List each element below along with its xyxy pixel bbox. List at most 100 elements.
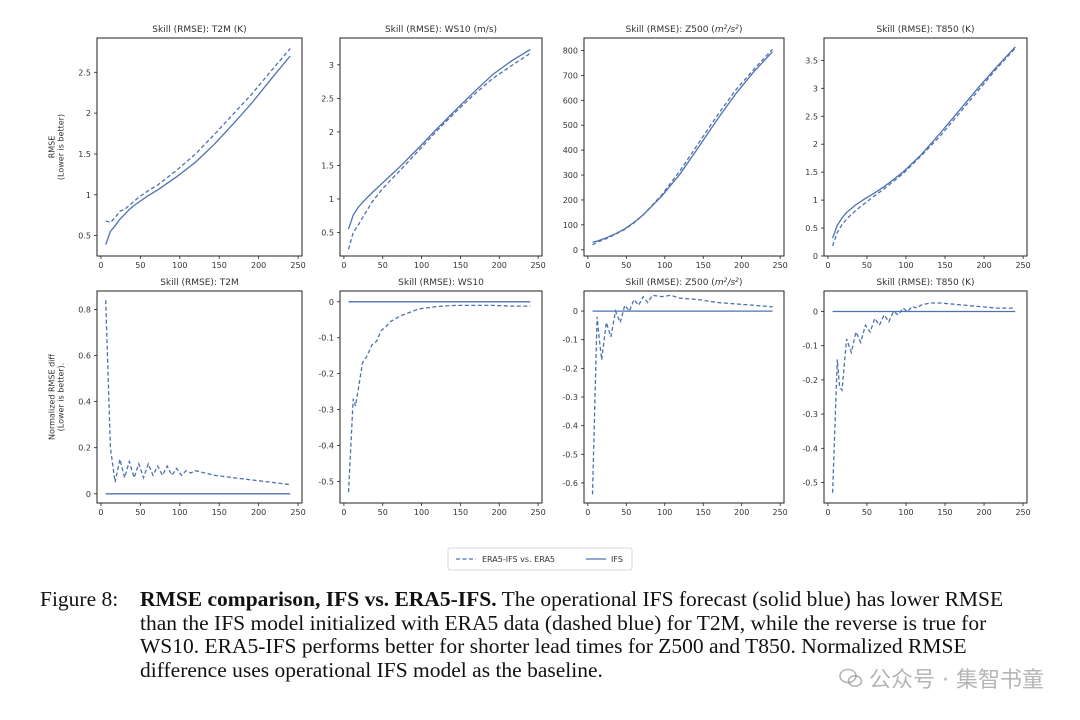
y-tick-label: -0.5: [318, 477, 334, 486]
panel-8: Skill (RMSE): T850 (K) 0 50 100 150 200 250 0 -0…: [802, 278, 1030, 517]
x-tick-label: 150: [696, 261, 711, 270]
y-tick-label: 3: [329, 61, 334, 70]
series-ifs-line: [831, 46, 1016, 239]
y-tick-label: -0.3: [802, 410, 818, 419]
y-tick-label: -0.4: [802, 444, 818, 453]
x-tick-label: 250: [773, 261, 788, 270]
wechat-icon: [839, 668, 863, 688]
x-tick-label: 150: [212, 261, 227, 270]
x-tick-label: 100: [657, 508, 672, 517]
y-axis-label: RMSE(Lower is better): [48, 114, 66, 180]
y-tick-label: 2: [86, 109, 91, 118]
y-tick-label: 0: [573, 307, 578, 316]
y-tick-label: -0.2: [802, 376, 818, 385]
x-tick-label: 250: [530, 508, 545, 517]
x-tick-label: 100: [172, 508, 187, 517]
plot-frame: [339, 290, 543, 504]
panel-7: Skill (RMSE): Z500 (m2/s2) 0 50 100 150 200 25…: [562, 277, 787, 517]
x-tick-label: 250: [1015, 261, 1030, 270]
x-tick-label: 50: [378, 261, 388, 270]
y-tick-label: 0: [329, 298, 334, 307]
series-ifs-line: [105, 55, 291, 245]
y-tick-label: 1.5: [321, 161, 334, 170]
x-tick-label: 200: [734, 261, 749, 270]
y-tick-label: 500: [563, 121, 578, 130]
x-tick-label: 150: [937, 261, 952, 270]
caption-body: RMSE comparison, IFS vs. ERA5-IFS. The o…: [140, 587, 1045, 682]
series-era5-ifs-line: [831, 47, 1016, 247]
legend: ERA5-IFS vs. ERA5 IFS: [447, 547, 633, 571]
series-era5-ifs-line: [105, 300, 291, 486]
x-tick-label: 200: [251, 508, 266, 517]
x-tick-label: 150: [453, 261, 468, 270]
y-tick-label: 2.5: [805, 112, 818, 121]
y-tick-label: 1: [86, 191, 91, 200]
y-tick-label: -0.2: [562, 364, 578, 373]
y-tick-label: 0.6: [78, 352, 91, 361]
panel-title: Skill (RMSE): T2M (K): [152, 25, 246, 35]
y-tick-label: 0.5: [78, 232, 91, 241]
panel-title: Skill (RMSE): T850 (K): [876, 278, 974, 288]
x-tick-label: 100: [898, 261, 913, 270]
y-tick-label: 0: [86, 490, 91, 499]
panel-4: Skill (RMSE): T850 (K) 0 50 100 150 200 250 0 0.…: [805, 25, 1030, 270]
x-tick-label: 100: [657, 261, 672, 270]
panel-title: Skill (RMSE): T2M: [160, 278, 239, 288]
plot-frame: [823, 290, 1028, 504]
x-tick-label: 50: [621, 261, 631, 270]
y-axis-label: Normalized RMSE diff(Lower is better).: [48, 354, 66, 440]
x-tick-label: 200: [976, 261, 991, 270]
x-tick-label: 250: [773, 508, 788, 517]
series-ifs-line: [347, 48, 531, 230]
legend-solid-label: IFS: [611, 555, 623, 564]
caption-label: Figure 8:: [40, 587, 119, 611]
series-era5-ifs-line: [831, 302, 1016, 493]
y-tick-label: 0.5: [321, 229, 334, 238]
x-tick-label: 50: [862, 508, 872, 517]
y-tick-label: 600: [563, 96, 578, 105]
y-tick-label: -0.1: [562, 336, 578, 345]
x-tick-label: 50: [135, 261, 145, 270]
plot-frame: [583, 37, 785, 257]
x-tick-label: 0: [98, 508, 103, 517]
x-tick-label: 200: [976, 508, 991, 517]
panel-1: Skill (RMSE): T2M (K) 0 50 100 150 200 250 0.5 1…: [48, 25, 306, 270]
panel-6: Skill (RMSE): WS10 0 50 100 150 200 250 0 -0.1 -0…: [318, 278, 545, 517]
y-tick-label: -0.6: [562, 479, 578, 488]
x-tick-label: 0: [341, 508, 346, 517]
figure-panels: Skill (RMSE): T2M (K)0 50 100 150 200 2500.51…: [48, 24, 1031, 571]
x-tick-label: 0: [825, 261, 830, 270]
y-tick-label: 0: [813, 252, 818, 261]
y-tick-label: 0.5: [805, 224, 818, 233]
panel-5: Skill (RMSE): T2M 0 50 100 150 200 250 0 0.2 0.4 0…: [48, 278, 306, 517]
y-tick-label: -0.5: [802, 478, 818, 487]
x-tick-label: 0: [585, 261, 590, 270]
plot-frame: [96, 290, 303, 504]
x-tick-label: 200: [492, 508, 507, 517]
y-tick-label: 0.4: [78, 398, 91, 407]
y-tick-label: 300: [563, 171, 578, 180]
y-tick-label: -0.4: [562, 422, 578, 431]
x-tick-label: 50: [378, 508, 388, 517]
y-tick-label: -0.3: [318, 406, 334, 415]
y-tick-label: 100: [563, 221, 578, 230]
series-era5-ifs-line: [105, 48, 291, 224]
x-tick-label: 250: [290, 508, 305, 517]
plot-frame: [339, 37, 543, 257]
y-tick-label: 1: [813, 196, 818, 205]
x-tick-label: 50: [862, 261, 872, 270]
x-tick-label: 0: [585, 508, 590, 517]
y-tick-label: 2: [329, 128, 334, 137]
watermark: 公众号 · 集智书童: [839, 662, 1044, 694]
legend-dashed-label: ERA5-IFS vs. ERA5: [482, 555, 555, 564]
x-tick-label: 250: [1015, 508, 1030, 517]
panel-title: Skill (RMSE): T850 (K): [876, 25, 974, 35]
series-era5-ifs-line: [591, 294, 773, 495]
y-tick-label: -0.1: [318, 334, 334, 343]
panel-title: Skill (RMSE): WS10 (m/s): [385, 25, 497, 35]
x-tick-label: 0: [825, 508, 830, 517]
series-era5-ifs-line: [592, 48, 773, 246]
plot-frame: [96, 37, 303, 257]
x-tick-label: 200: [734, 508, 749, 517]
y-tick-label: 1.5: [805, 168, 818, 177]
